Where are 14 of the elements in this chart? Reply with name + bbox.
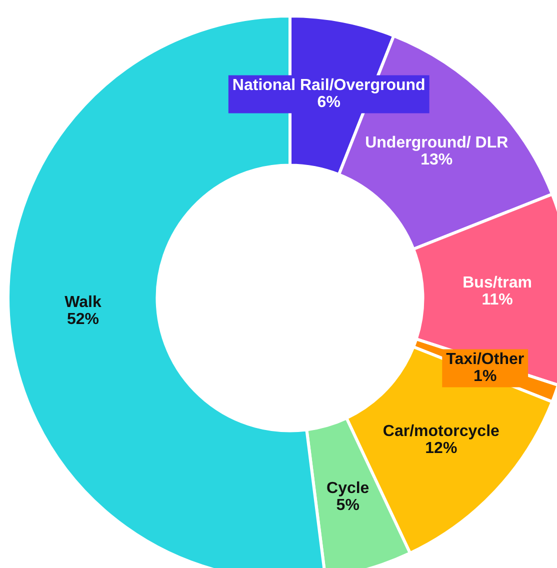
data-label: 11%	[482, 291, 513, 308]
slice-label: Underground/ DLR	[365, 134, 509, 152]
slice-label: Walk	[64, 294, 102, 311]
data-label: 52%	[67, 310, 100, 328]
slice-label: Taxi/Other	[446, 351, 524, 368]
slice-label: Cycle	[326, 480, 370, 498]
data-label: 5%	[336, 497, 360, 514]
data-label: 1%	[474, 368, 497, 386]
data-label: 6%	[317, 94, 340, 112]
data-label: 12%	[425, 440, 458, 457]
slice-label: National Rail/Overground	[232, 77, 426, 94]
data-label: 13%	[420, 151, 453, 168]
slice-label: Bus/tram	[462, 274, 532, 292]
slice-label: Car/motorcycle	[382, 422, 500, 440]
